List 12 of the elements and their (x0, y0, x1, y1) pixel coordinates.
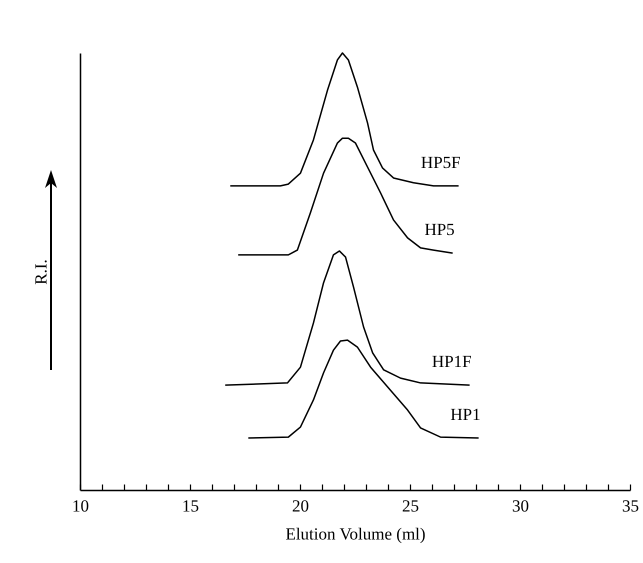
x-tick-label: 35 (622, 496, 639, 516)
x-tick-label: 30 (512, 496, 529, 516)
x-axis-title: Elution Volume (ml) (285, 524, 426, 544)
series-label: HP5 (424, 220, 455, 240)
series-label: HP5F (420, 152, 461, 172)
x-tick-label: 25 (402, 496, 419, 516)
y-axis-title: R.I. (32, 259, 50, 285)
x-tick-label: 20 (292, 496, 309, 516)
x-tick-label: 15 (182, 496, 199, 516)
series-label: HP1 (450, 404, 481, 424)
x-tick-label: 10 (72, 496, 89, 516)
series-label: HP1F (432, 352, 472, 372)
